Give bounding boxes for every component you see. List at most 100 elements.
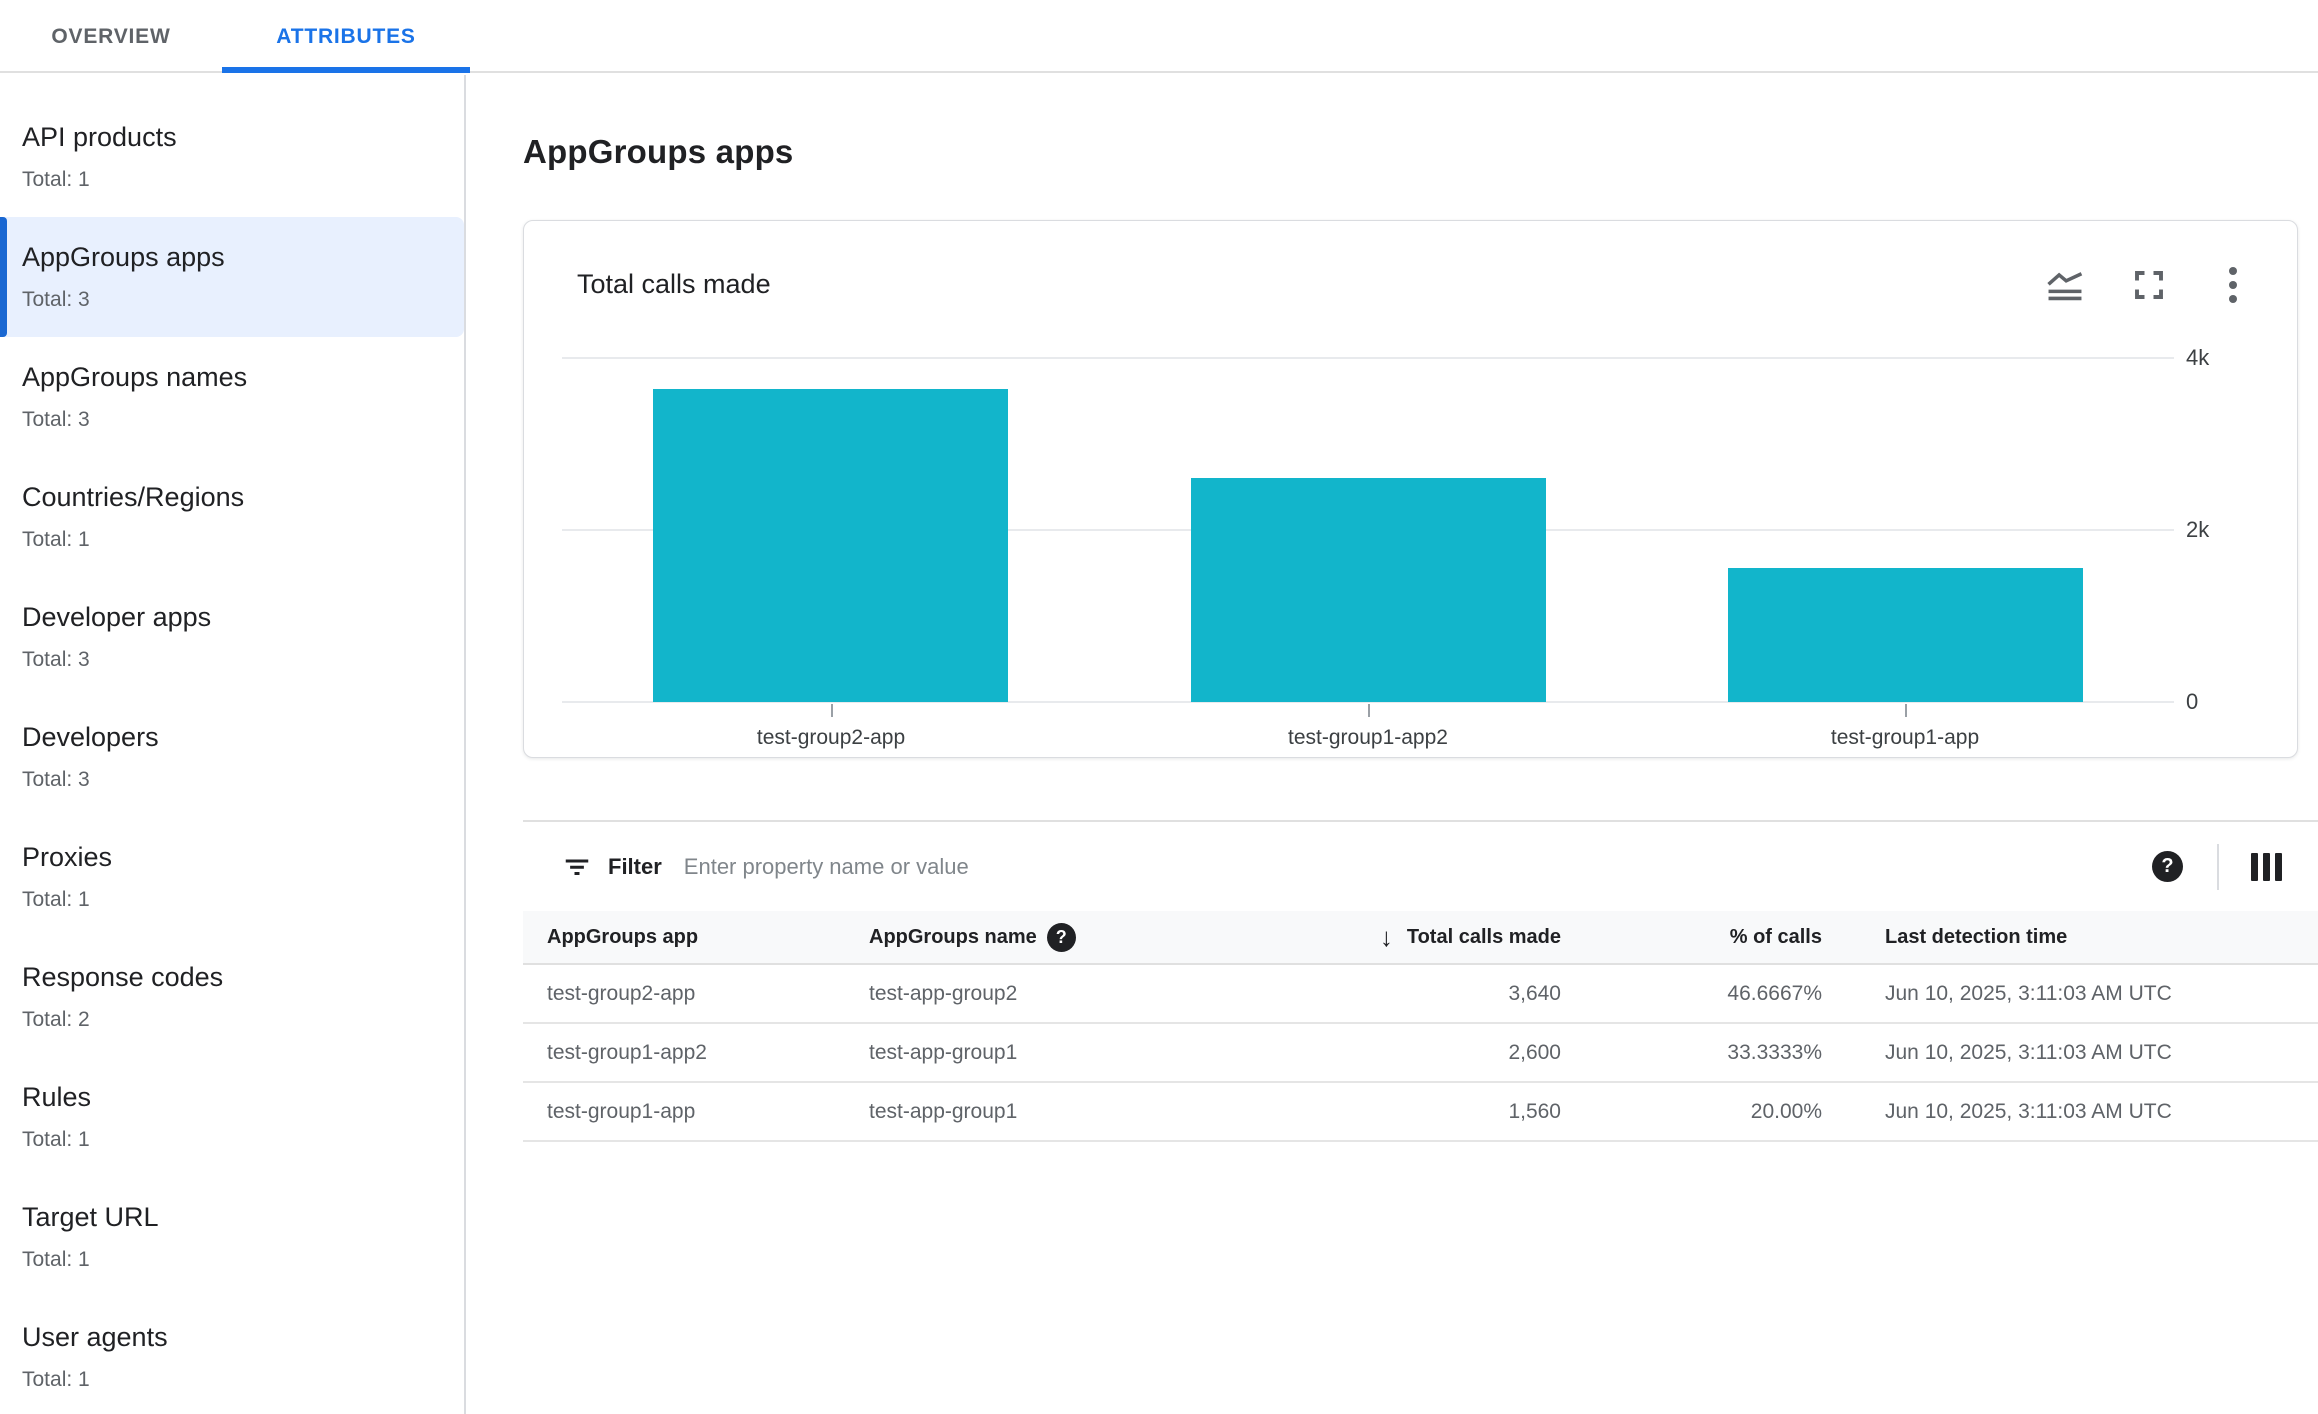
sidebar-item-developer-apps[interactable]: Developer apps Total: 3 xyxy=(0,577,464,697)
filter-input[interactable] xyxy=(683,853,2152,880)
column-header-appgroups-name[interactable]: AppGroups name ? xyxy=(869,922,1314,952)
sidebar-item-total: Total: 3 xyxy=(22,288,90,311)
chart-title: Total calls made xyxy=(577,269,771,299)
sidebar-item-label: User agents xyxy=(22,1322,168,1352)
sidebar-item-label: Response codes xyxy=(22,962,224,992)
cell-appgroups-name: test-app-group1 xyxy=(869,1040,1018,1064)
bar-chart: 0 2k 4k test-group2-app test-group1-app2 test… xyxy=(524,221,2297,757)
column-header-appgroups-app[interactable]: AppGroups app xyxy=(547,926,869,949)
column-label: Last detection time xyxy=(1885,925,2068,948)
tab-attributes[interactable]: ATTRIBUTES xyxy=(222,0,470,73)
sidebar-item-response-codes[interactable]: Response codes Total: 2 xyxy=(0,937,464,1057)
sidebar-item-label: Countries/Regions xyxy=(22,482,245,512)
column-header-percent-calls[interactable]: % of calls xyxy=(1561,926,1822,949)
sidebar-item-user-agents[interactable]: User agents Total: 1 xyxy=(0,1297,464,1414)
attributes-sidebar: API products Total: 1 AppGroups apps Total:… xyxy=(0,75,466,1414)
sidebar-item-label: AppGroups apps xyxy=(22,242,225,272)
filter-icon xyxy=(565,859,589,875)
bar-test-group2-app[interactable] xyxy=(653,389,1008,702)
cell-appgroups-name: test-app-group1 xyxy=(869,1099,1018,1123)
column-label: AppGroups app xyxy=(547,925,699,948)
sidebar-item-label: Proxies xyxy=(22,842,113,872)
column-label: % of calls xyxy=(1729,925,1822,948)
x-axis-label: test-group2-app xyxy=(756,726,906,749)
gridline-0 xyxy=(562,701,2174,703)
cell-last-detection: Jun 10, 2025, 3:11:03 AM UTC xyxy=(1885,1099,2172,1123)
column-label: AppGroups name xyxy=(869,925,1037,948)
y-axis-label: 0 xyxy=(2186,689,2199,714)
table-row-test-group1-app2: test-group1-app2 test-app-group1 2,600 33.3… xyxy=(523,1024,2318,1083)
column-header-last-detection[interactable]: Last detection time xyxy=(1822,926,2318,949)
sidebar-item-total: Total: 3 xyxy=(22,408,90,431)
sidebar-item-appgroups-names[interactable]: AppGroups names Total: 3 xyxy=(0,337,464,457)
sidebar-item-countries-regions[interactable]: Countries/Regions Total: 1 xyxy=(0,457,464,577)
table-row-test-group1-app: test-group1-app test-app-group1 1,560 20.00… xyxy=(523,1083,2318,1142)
filter-help-icon[interactable]: ? xyxy=(2152,851,2183,882)
y-axis-label: 4k xyxy=(2186,345,2210,370)
sidebar-item-api-products[interactable]: API products Total: 1 xyxy=(0,97,464,217)
sidebar-item-label: Rules xyxy=(22,1082,92,1112)
sidebar-item-total: Total: 1 xyxy=(22,528,90,551)
column-options-icon[interactable] xyxy=(2251,852,2282,881)
sidebar-item-total: Total: 1 xyxy=(22,1368,90,1391)
appgroups-table: AppGroups app AppGroups name ? ↓ Total c… xyxy=(523,911,2318,1142)
table-filter-row: Filter ? xyxy=(523,820,2318,911)
sidebar-item-rules[interactable]: Rules Total: 1 xyxy=(0,1057,464,1177)
x-axis-label: test-group1-app xyxy=(1830,726,1980,749)
x-axis-tick xyxy=(1368,704,1370,717)
cell-last-detection: Jun 10, 2025, 3:11:03 AM UTC xyxy=(1885,1040,2172,1064)
cell-last-detection: Jun 10, 2025, 3:11:03 AM UTC xyxy=(1885,981,2172,1005)
bar-test-group1-app[interactable] xyxy=(1728,568,2083,702)
sidebar-item-total: Total: 1 xyxy=(22,888,90,911)
sidebar-item-total: Total: 3 xyxy=(22,768,90,791)
sidebar-item-total: Total: 2 xyxy=(22,1008,90,1031)
tab-overview[interactable]: OVERVIEW xyxy=(51,24,171,48)
cell-percent-calls: 46.6667% xyxy=(1727,981,1822,1005)
tab-bar: OVERVIEW ATTRIBUTES xyxy=(0,0,2318,73)
column-header-total-calls[interactable]: ↓ Total calls made xyxy=(1314,924,1561,950)
x-axis-tick xyxy=(1905,704,1907,717)
x-axis-label: test-group1-app2 xyxy=(1288,726,1448,749)
table-row-test-group2-app: test-group2-app test-app-group2 3,640 46.66… xyxy=(523,965,2318,1024)
sidebar-item-total: Total: 1 xyxy=(22,168,90,191)
sidebar-item-target-url[interactable]: Target URL Total: 1 xyxy=(0,1177,464,1297)
table-header-row: AppGroups app AppGroups name ? ↓ Total c… xyxy=(523,911,2318,965)
more-options-icon[interactable] xyxy=(2213,267,2253,303)
main-content: AppGroups apps Total calls made xyxy=(466,73,2318,1414)
column-label: Total calls made xyxy=(1406,925,1561,948)
sidebar-item-label: Target URL xyxy=(22,1202,159,1232)
gridline-4k xyxy=(562,357,2174,359)
sidebar-item-developers[interactable]: Developers Total: 3 xyxy=(0,697,464,817)
filter-divider xyxy=(2217,843,2219,890)
filter-label: Filter xyxy=(608,853,662,879)
table-body: test-group2-app test-app-group2 3,640 46.66… xyxy=(523,965,2318,1142)
cell-appgroups-app: test-group1-app2 xyxy=(547,1040,707,1064)
cell-total-calls: 2,600 xyxy=(1508,1040,1561,1064)
sidebar-item-label: AppGroups names xyxy=(22,362,248,392)
fullscreen-icon[interactable] xyxy=(2129,267,2169,303)
cell-percent-calls: 20.00% xyxy=(1750,1099,1822,1123)
page-title: AppGroups apps xyxy=(523,133,794,170)
sidebar-item-proxies[interactable]: Proxies Total: 1 xyxy=(0,817,464,937)
column-help-icon[interactable]: ? xyxy=(1046,922,1076,952)
sidebar-item-appgroups-apps[interactable]: AppGroups apps Total: 3 xyxy=(0,217,464,337)
cell-percent-calls: 33.3333% xyxy=(1727,1040,1822,1064)
sort-desc-icon: ↓ xyxy=(1379,922,1393,952)
sidebar-item-total: Total: 1 xyxy=(22,1128,90,1151)
chart-type-icon[interactable] xyxy=(2045,267,2085,303)
sidebar-item-label: Developers xyxy=(22,722,159,752)
cell-appgroups-name: test-app-group2 xyxy=(869,981,1018,1005)
sidebar-item-total: Total: 3 xyxy=(22,648,90,671)
sidebar-item-total: Total: 1 xyxy=(22,1248,90,1271)
x-axis-tick xyxy=(831,704,833,717)
cell-total-calls: 3,640 xyxy=(1508,981,1561,1005)
y-axis-label: 2k xyxy=(2186,517,2210,542)
sidebar-item-label: Developer apps xyxy=(22,602,212,632)
bar-test-group1-app2[interactable] xyxy=(1191,478,1546,702)
sidebar-item-label: API products xyxy=(22,122,177,152)
chart-card-actions xyxy=(2045,267,2253,303)
cell-total-calls: 1,560 xyxy=(1508,1099,1561,1123)
cell-appgroups-app: test-group2-app xyxy=(547,981,696,1005)
